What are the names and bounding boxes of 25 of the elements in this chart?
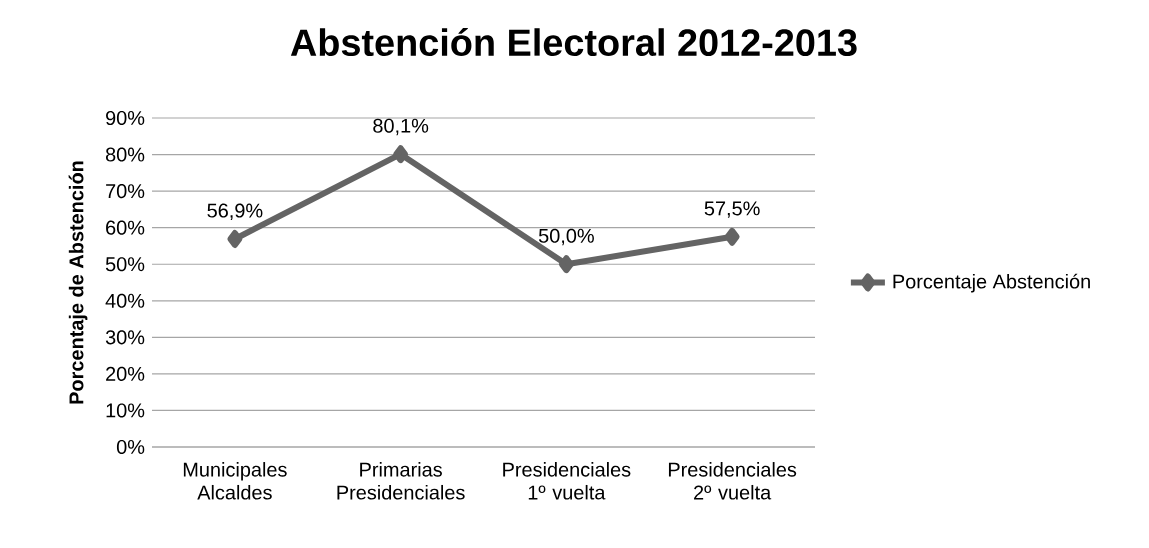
point xyxy=(724,227,740,246)
y-tick-label: 80% xyxy=(105,147,145,162)
chart-title: Abstención Electoral 2012-2013 xyxy=(290,27,857,57)
y-tick-label: 0% xyxy=(116,439,145,455)
legend-label: Porcentaje Abstención xyxy=(893,273,1090,293)
y-tick-label: 10% xyxy=(106,403,145,418)
point xyxy=(558,255,574,274)
x-tick-label: Municipales Alcaldes xyxy=(183,462,287,500)
y-axis-title: Porcentaje de Abstención xyxy=(68,161,88,404)
x-tick-label: Presidenciales 2º vuelta xyxy=(668,462,797,500)
point xyxy=(227,230,243,248)
point xyxy=(393,145,409,164)
data-label: 80,1% xyxy=(373,118,429,136)
y-tick-label: 60% xyxy=(106,220,145,235)
y-tick-label: 70% xyxy=(106,184,145,199)
data-label: 56,9% xyxy=(207,203,263,220)
data-label: 57,5% xyxy=(704,201,760,218)
y-tick-label: 50% xyxy=(105,257,145,272)
y-tick-label: 40% xyxy=(105,293,145,308)
y-tick-label: 90% xyxy=(106,110,145,126)
x-tick-label: Presidenciales 1º vuelta xyxy=(503,462,631,500)
y-tick-label: 30% xyxy=(105,330,145,345)
data-label: 50,0% xyxy=(538,228,594,246)
y-tick-label: 20% xyxy=(106,366,145,381)
x-tick-label: Primarias Presidenciales xyxy=(337,462,465,500)
